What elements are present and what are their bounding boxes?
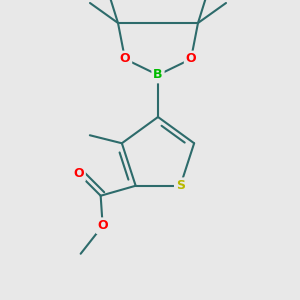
Text: O: O xyxy=(186,52,196,65)
Text: B: B xyxy=(153,68,163,82)
Text: S: S xyxy=(176,179,185,192)
Text: O: O xyxy=(98,219,108,232)
Text: O: O xyxy=(74,167,84,180)
Text: O: O xyxy=(120,52,130,65)
